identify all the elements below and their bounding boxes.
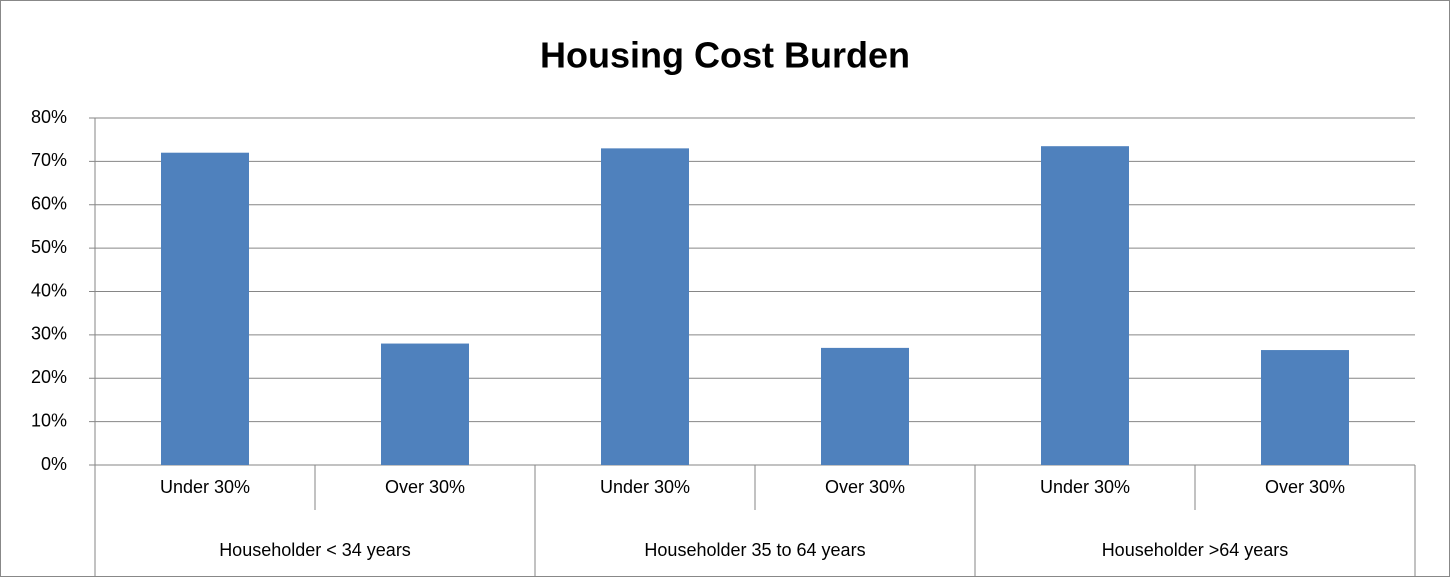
y-tick-label: 50% (31, 237, 67, 257)
x-tick-label: Under 30% (1040, 477, 1130, 497)
group-label: Householder 35 to 64 years (644, 540, 865, 560)
x-tick-label: Under 30% (600, 477, 690, 497)
group-label: Householder < 34 years (219, 540, 411, 560)
bar (161, 152, 249, 465)
y-tick-label: 0% (41, 454, 67, 474)
bar (1261, 350, 1349, 465)
chart-title: Housing Cost Burden (540, 35, 910, 76)
x-tick-label: Under 30% (160, 477, 250, 497)
bar (821, 347, 909, 465)
x-tick-label: Over 30% (1265, 477, 1345, 497)
y-tick-label: 30% (31, 324, 67, 344)
y-tick-label: 60% (31, 194, 67, 214)
y-tick-label: 40% (31, 280, 67, 300)
x-tick-label: Over 30% (825, 477, 905, 497)
y-tick-label: 80% (31, 107, 67, 127)
y-tick-label: 20% (31, 367, 67, 387)
y-tick-label: 70% (31, 150, 67, 170)
group-label: Householder >64 years (1102, 540, 1289, 560)
bar (1041, 146, 1129, 465)
bar (381, 343, 469, 465)
bar (601, 148, 689, 466)
y-tick-label: 10% (31, 410, 67, 430)
x-tick-label: Over 30% (385, 477, 465, 497)
